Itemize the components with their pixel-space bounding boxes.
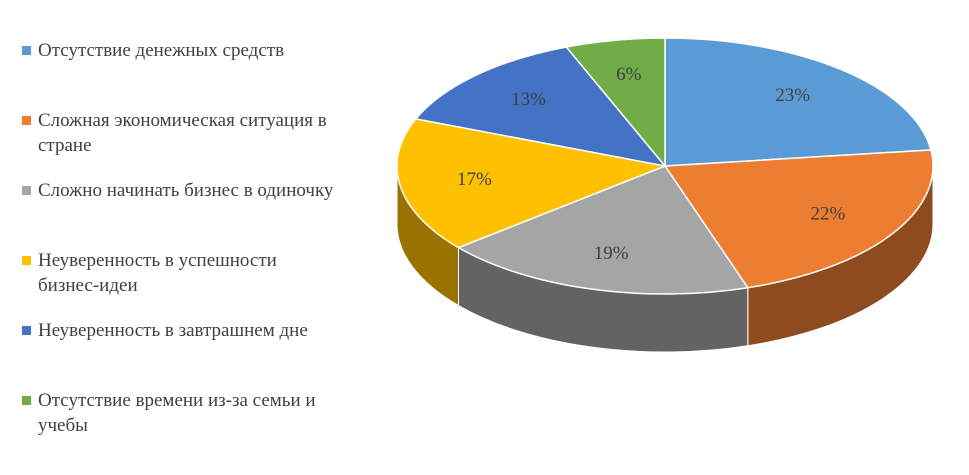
data-label: 23% bbox=[775, 85, 810, 106]
legend: Отсутствие денежных средств Сложная эконо… bbox=[22, 38, 352, 458]
legend-item: Сложная экономическая ситуация в стране bbox=[22, 108, 338, 178]
legend-swatch bbox=[22, 116, 31, 125]
slice bbox=[663, 149, 934, 289]
legend-item: Отсутствие денежных средств bbox=[22, 38, 338, 108]
legend-label: Неуверенность в успешности бизнес-идеи bbox=[38, 250, 277, 296]
slice bbox=[456, 165, 750, 295]
legend-label: Отсутствие денежных средств bbox=[38, 40, 285, 61]
slice bbox=[396, 118, 668, 249]
legend-swatch bbox=[22, 326, 31, 335]
legend-item: Неуверенность в завтрашнем дне bbox=[22, 318, 338, 388]
slice bbox=[664, 37, 932, 167]
legend-swatch bbox=[22, 46, 31, 55]
legend-swatch bbox=[22, 396, 31, 405]
legend-item: Сложно начинать бизнес в одиночку bbox=[22, 178, 338, 248]
data-label: 6% bbox=[616, 64, 642, 85]
data-label: 22% bbox=[811, 204, 846, 225]
legend-label: Сложная экономическая ситуация в стране bbox=[38, 110, 327, 156]
data-label: 17% bbox=[457, 169, 492, 190]
data-label: 13% bbox=[511, 89, 546, 110]
legend-swatch bbox=[22, 186, 31, 195]
pie-sides bbox=[396, 165, 934, 353]
data-label: 19% bbox=[594, 243, 629, 264]
legend-label: Неуверенность в завтрашнем дне bbox=[38, 320, 308, 341]
pie-tops bbox=[396, 37, 934, 295]
slice bbox=[564, 37, 666, 169]
legend-label: Отсутствие времени из-за семьи и учебы bbox=[38, 390, 316, 436]
legend-item: Неуверенность в успешности бизнес-идеи bbox=[22, 248, 338, 318]
legend-swatch bbox=[22, 256, 31, 265]
legend-label: Сложно начинать бизнес в одиночку bbox=[38, 180, 334, 201]
slice bbox=[414, 46, 667, 168]
legend-item: Отсутствие времени из-за семьи и учебы bbox=[22, 388, 338, 458]
